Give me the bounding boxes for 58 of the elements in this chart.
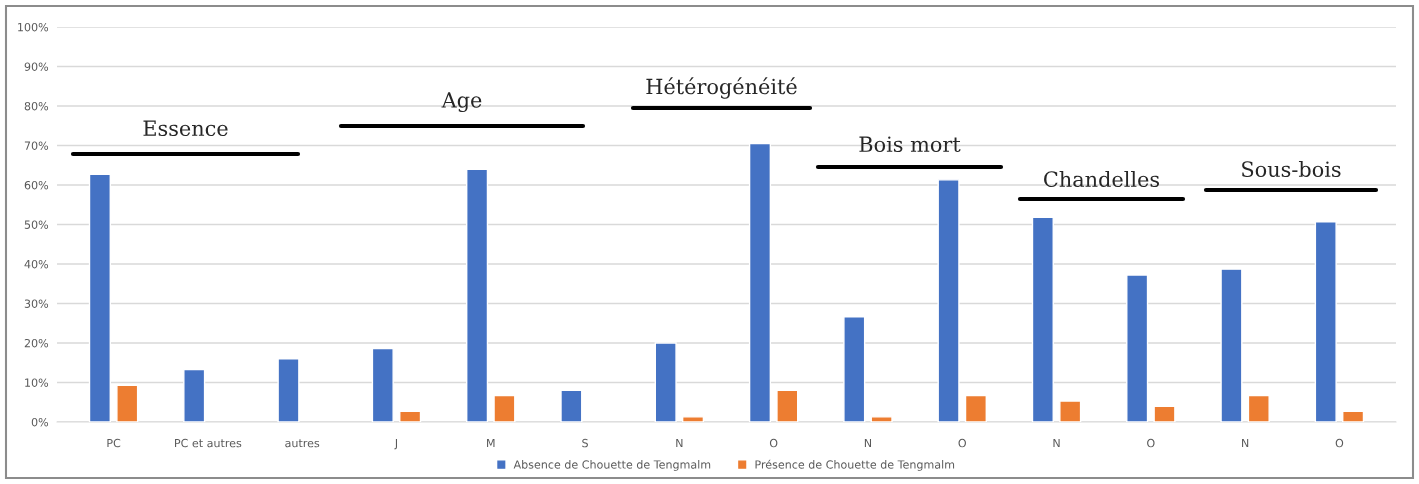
y-tick-label: 70% (24, 141, 49, 150)
legend-label: Présence de Chouette de Tengmalm (755, 459, 955, 471)
y-tick-label: 90% (24, 62, 49, 71)
x-tick-label: O (769, 438, 778, 448)
bar (493, 394, 516, 422)
bar (870, 416, 893, 422)
annotation: Bois mort (859, 136, 961, 153)
legend-label: Absence de Chouette de Tengmalm (513, 460, 711, 471)
x-tick-label: N (1053, 439, 1060, 448)
annotation: Hétérogénéité (646, 77, 797, 99)
bar (371, 347, 394, 422)
y-tick-label: 40% (24, 259, 49, 269)
x-tick-label: M (487, 439, 495, 448)
bar (399, 410, 422, 422)
y-tick-label: 30% (24, 299, 49, 308)
x-tick-label: S (582, 438, 588, 448)
x-tick-label: N (676, 439, 683, 448)
bar (654, 342, 677, 422)
y-tick-label: 10% (25, 378, 49, 387)
bar (776, 389, 799, 422)
bar (1153, 405, 1176, 422)
annotation: Sous-bois (1242, 160, 1341, 178)
bar (560, 389, 583, 422)
bar (116, 384, 139, 422)
bar (1031, 216, 1054, 422)
y-tick-label: 60% (24, 180, 49, 190)
y-tick-label: 80% (24, 101, 49, 111)
bar (183, 368, 206, 422)
bar (88, 173, 111, 422)
x-tick-label: N (864, 439, 872, 448)
annotation: Age (441, 92, 482, 113)
y-tick-label: 50% (24, 220, 49, 229)
bar (964, 394, 987, 422)
x-tick-label: O (958, 438, 966, 448)
bar (1059, 400, 1082, 422)
bar (1126, 274, 1149, 422)
bar (748, 142, 772, 422)
annotation: Essence (143, 120, 228, 137)
bar (466, 168, 489, 422)
y-tick-label: 20% (24, 338, 49, 348)
x-tick-label: O (1147, 438, 1155, 448)
x-tick-label: autres (285, 439, 320, 448)
x-tick-label: O (1335, 438, 1344, 448)
bar (1342, 410, 1365, 422)
bar (937, 179, 960, 422)
x-tick-label: J (394, 439, 398, 450)
y-tick-label: 100% (18, 22, 49, 32)
bar (843, 316, 866, 422)
bar (1314, 221, 1337, 422)
x-tick-label: N (1242, 439, 1249, 448)
bar (1247, 394, 1270, 422)
annotation: Chandelles (1044, 170, 1160, 188)
bar (277, 358, 300, 422)
x-tick-label: PC (107, 438, 121, 448)
y-tick-label: 0% (31, 417, 49, 427)
bar (681, 416, 705, 422)
x-tick-label: PC et autres (175, 438, 242, 448)
bar (1220, 268, 1243, 422)
